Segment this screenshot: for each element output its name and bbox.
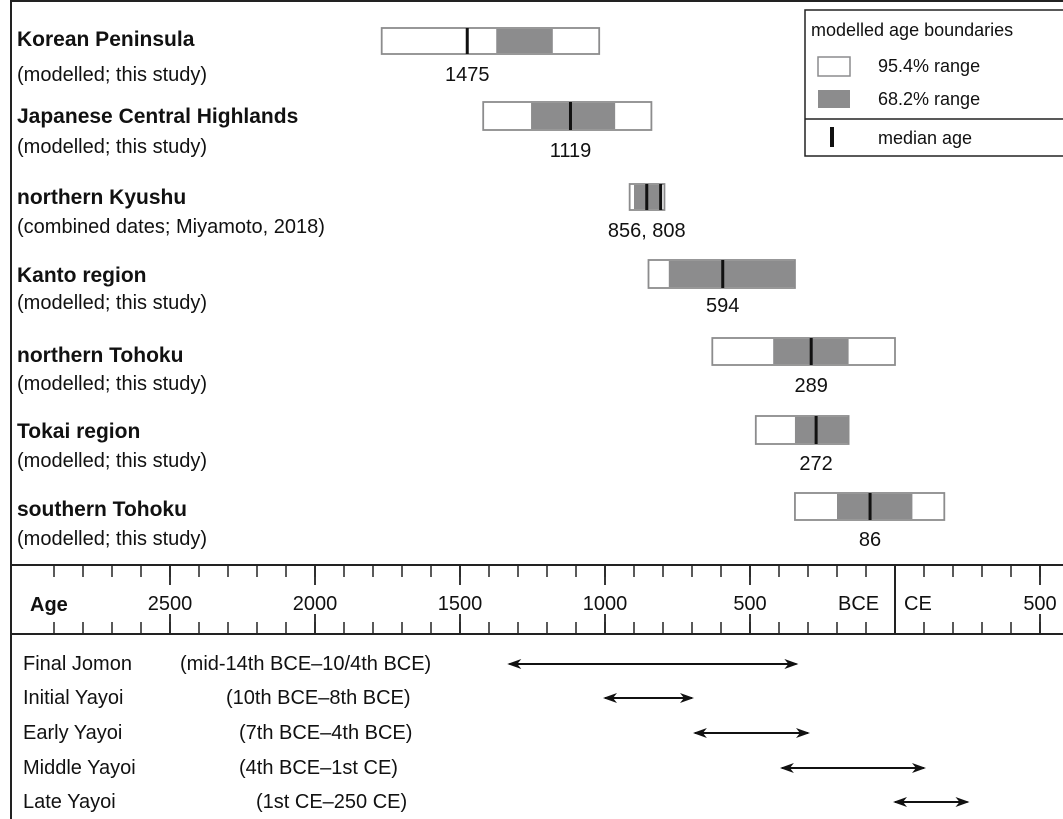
region-note: (modelled; this study) <box>17 136 207 158</box>
legend-label-68: 68.2% range <box>878 89 980 109</box>
legend: modelled age boundaries 95.4% range 68.2… <box>804 9 1063 157</box>
region-note: (modelled; this study) <box>17 292 207 314</box>
region-note: (modelled; this study) <box>17 373 207 395</box>
period-row: Middle Yayoi (4th BCE–1st CE) <box>23 757 926 779</box>
axis-bce-label: BCE <box>838 593 879 615</box>
axis-label: Age <box>30 594 68 616</box>
legend-swatch-68 <box>818 90 850 108</box>
median-label: 856, 808 <box>608 220 686 242</box>
legend-label-95: 95.4% range <box>878 56 980 76</box>
period-span: (mid-14th BCE–10/4th BCE) <box>180 653 431 675</box>
range-68-bar <box>794 417 849 443</box>
median-mark <box>465 28 469 54</box>
region-rows: Korean Peninsula (modelled; this study) 14… <box>17 27 946 551</box>
period-name: Late Yayoi <box>23 791 116 813</box>
tick-label: 2500 <box>148 593 193 615</box>
median-label: 1475 <box>445 64 490 86</box>
median-mark <box>645 184 649 210</box>
region-name: Korean Peninsula <box>17 28 195 51</box>
range-68-bar <box>531 103 616 129</box>
tick-label: 2000 <box>293 593 338 615</box>
tick-label: 500 <box>733 593 766 615</box>
region-name: Kanto region <box>17 264 147 287</box>
age-axis: Age BCE CE 2500 2000 1500 1000 500 500 <box>30 565 1057 634</box>
region-row: Korean Peninsula (modelled; this study) 14… <box>17 27 601 86</box>
median-mark <box>721 260 725 288</box>
region-row: Tokai region (modelled; this study) 272 <box>17 415 850 475</box>
median-label: 594 <box>706 295 739 317</box>
period-name: Initial Yayoi <box>23 687 123 709</box>
median-mark <box>659 184 663 210</box>
period-row: Early Yayoi (7th BCE–4th BCE) <box>23 722 810 744</box>
median-label: 86 <box>859 529 881 551</box>
tick-label: 1000 <box>583 593 628 615</box>
legend-title: modelled age boundaries <box>811 20 1013 40</box>
region-row: southern Tohoku (modelled; this study) 86 <box>17 492 946 551</box>
median-mark <box>868 493 872 520</box>
median-label: 272 <box>799 453 832 475</box>
region-note: (combined dates; Miyamoto, 2018) <box>17 216 325 238</box>
median-label: 1119 <box>550 140 592 162</box>
range-95-bar <box>380 27 601 55</box>
tick-label: 500 <box>1023 593 1056 615</box>
range-68-bar <box>668 261 795 287</box>
median-mark <box>814 416 818 444</box>
period-span: (10th BCE–8th BCE) <box>226 687 411 709</box>
region-note: (modelled; this study) <box>17 528 207 550</box>
region-note: (modelled; this study) <box>17 64 207 86</box>
period-name: Final Jomon <box>23 653 132 675</box>
region-row: Japanese Central Highlands (modelled; thi… <box>17 101 653 162</box>
legend-frame <box>804 9 1063 157</box>
period-span: (4th BCE–1st CE) <box>239 757 398 779</box>
region-name: Tokai region <box>17 420 140 443</box>
region-name: Japanese Central Highlands <box>17 105 298 128</box>
region-note: (modelled; this study) <box>17 450 207 472</box>
period-span: (1st CE–250 CE) <box>256 791 407 813</box>
period-list: Final Jomon (mid-14th BCE–10/4th BCE) Init… <box>23 653 970 813</box>
median-label: 289 <box>795 375 828 397</box>
period-row: Late Yayoi (1st CE–250 CE) <box>23 791 970 813</box>
median-mark <box>809 338 813 365</box>
region-row: northern Kyushu (combined dates; Miyamoto… <box>17 183 686 242</box>
axis-ce-label: CE <box>904 593 932 615</box>
region-name: southern Tohoku <box>17 498 187 521</box>
period-name: Middle Yayoi <box>23 757 136 779</box>
period-row: Final Jomon (mid-14th BCE–10/4th BCE) <box>23 653 799 675</box>
legend-median-swatch <box>830 127 834 147</box>
region-row: northern Tohoku (modelled; this study) 289 <box>17 337 896 397</box>
legend-swatch-95 <box>817 56 851 77</box>
legend-label-median: median age <box>878 128 972 148</box>
period-row: Initial Yayoi (10th BCE–8th BCE) <box>23 687 694 709</box>
region-name: northern Tohoku <box>17 344 183 367</box>
region-row: Kanto region (modelled; this study) 594 <box>17 259 796 317</box>
region-name: northern Kyushu <box>17 186 186 209</box>
range-68-bar <box>496 29 553 53</box>
period-span: (7th BCE–4th BCE) <box>239 722 412 744</box>
tick-label: 1500 <box>438 593 483 615</box>
range-68-bar <box>837 494 913 519</box>
period-name: Early Yayoi <box>23 722 122 744</box>
median-mark <box>568 102 572 130</box>
